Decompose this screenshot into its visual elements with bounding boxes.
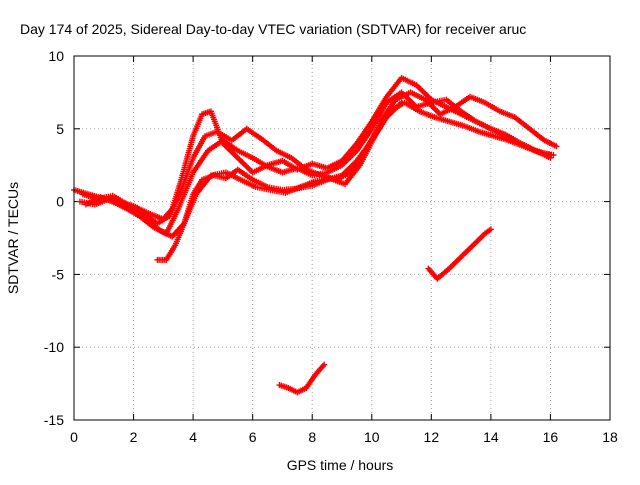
data-point: [398, 99, 405, 106]
data-point: [547, 154, 554, 161]
x-tick-labels: 0 2 4 6 8 10 12 14 16 18: [70, 429, 618, 445]
y-tick-label: 0: [56, 194, 64, 210]
chart-title: Day 174 of 2025, Sidereal Day-to-day VTE…: [20, 21, 526, 37]
data-point: [321, 361, 328, 368]
y-tick-label: 5: [56, 121, 64, 137]
series-track-5: [154, 99, 405, 263]
y-tick-label: 10: [48, 48, 64, 64]
tick-layer: [73, 55, 611, 421]
y-tick-label: -5: [52, 266, 65, 282]
x-tick-label: 8: [308, 429, 316, 445]
x-tick-label: 16: [543, 429, 559, 445]
x-tick-label: 18: [602, 429, 618, 445]
x-axis-label: GPS time / hours: [287, 457, 394, 473]
y-axis-label: SDTVAR / TECUs: [5, 182, 21, 294]
x-tick-label: 12: [424, 429, 440, 445]
y-tick-labels: -15 -10 -5 0 5 10: [44, 48, 64, 428]
data-layer: [71, 74, 560, 396]
plot-frame: [73, 55, 611, 421]
series-segment-noon: [425, 226, 494, 282]
data-point: [550, 152, 557, 159]
x-tick-label: 0: [70, 429, 78, 445]
x-tick-label: 10: [364, 429, 380, 445]
data-point: [487, 226, 494, 233]
x-tick-label: 2: [130, 429, 138, 445]
series-segment-morning: [276, 361, 328, 396]
data-point: [553, 143, 560, 150]
x-tick-label: 14: [483, 429, 499, 445]
x-tick-label: 4: [189, 429, 197, 445]
y-tick-label: -10: [44, 339, 64, 355]
series-track-2: [79, 89, 560, 227]
x-tick-label: 6: [249, 429, 257, 445]
y-tick-label: -15: [44, 412, 64, 428]
grid-layer: [74, 56, 610, 420]
